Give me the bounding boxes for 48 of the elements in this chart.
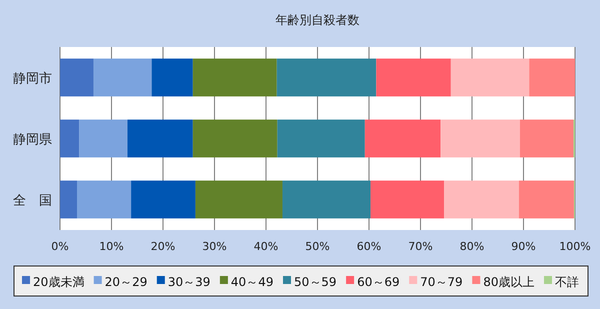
bar: [192, 58, 277, 96]
legend-label: 20～29: [104, 275, 148, 289]
bar: [127, 120, 193, 158]
legend-label: 20歳未満: [33, 275, 84, 289]
x-tick-label: 90%: [511, 240, 536, 253]
x-tick-label: 60%: [356, 240, 382, 253]
legend-label: 30～39: [168, 275, 210, 289]
bar: [60, 120, 80, 158]
y-tick-label: 静岡市: [13, 72, 52, 86]
y-tick-label: 静岡県: [13, 132, 52, 148]
legend-label: 不詳: [555, 275, 579, 289]
bar: [440, 120, 520, 158]
x-tick-label: 80%: [460, 240, 484, 253]
x-tick-label: 100%: [559, 240, 591, 253]
chart-title: 年齢別自殺者数: [276, 13, 360, 27]
x-tick-label: 10%: [99, 240, 124, 253]
legend-label: 80歳以上: [483, 275, 534, 289]
legend-label: 70～79: [420, 275, 463, 289]
bar: [444, 180, 519, 218]
bar: [152, 58, 193, 96]
bar: [60, 180, 77, 218]
bar: [76, 180, 132, 218]
legend-label: 50～59: [294, 275, 337, 289]
bar: [364, 120, 441, 158]
legend-label: 40～49: [230, 275, 274, 289]
bar: [60, 58, 94, 96]
bar: [93, 58, 152, 96]
bar: [131, 180, 196, 218]
x-tick-label: 20%: [150, 240, 176, 253]
bar: [518, 180, 574, 218]
bar: [376, 58, 451, 96]
bar: [276, 58, 376, 96]
y-tick-label: 全 国: [13, 194, 52, 208]
bar: [370, 180, 444, 218]
x-tick-label: 70%: [408, 240, 433, 253]
bar: [282, 180, 371, 218]
bar: [520, 120, 574, 158]
bar: [450, 58, 530, 96]
bar: [192, 120, 278, 158]
legend-label: 60～69: [357, 275, 400, 289]
x-tick-label: 50%: [305, 240, 330, 253]
bar: [79, 120, 128, 158]
bar: [277, 120, 365, 158]
x-tick-label: 40%: [254, 240, 278, 253]
bar: [529, 58, 575, 96]
x-tick-label: 0%: [51, 240, 69, 253]
x-tick-label: 30%: [202, 240, 227, 253]
bar: [195, 180, 282, 218]
